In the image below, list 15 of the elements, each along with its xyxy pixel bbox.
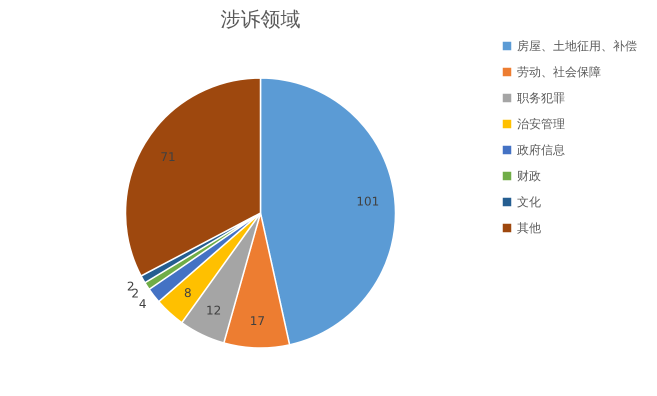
legend-label: 财政 [517, 169, 541, 183]
legend-label: 治安管理 [517, 117, 565, 131]
chart-title: 涉诉领域 [220, 7, 300, 31]
legend-label: 职务犯罪 [517, 91, 565, 105]
data-label: 12 [206, 303, 222, 318]
legend-label: 政府信息 [517, 143, 565, 157]
legend-label: 劳动、社会保障 [517, 65, 601, 79]
data-label: 101 [356, 194, 380, 208]
legend-label: 其他 [517, 221, 541, 235]
data-label: 17 [250, 314, 266, 328]
data-label: 8 [184, 286, 192, 300]
legend-label: 房屋、土地征用、补偿 [517, 39, 637, 53]
data-label: 71 [160, 150, 176, 164]
data-label: 4 [138, 297, 146, 312]
legend-label: 文化 [517, 195, 541, 209]
